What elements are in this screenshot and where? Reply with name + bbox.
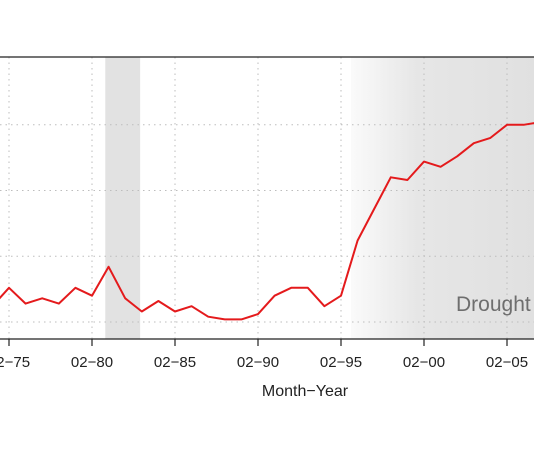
x-tick-label: 02−00 bbox=[403, 354, 445, 371]
x-axis-ticks bbox=[8, 339, 508, 346]
x-axis-tick-labels: 02−75 02−80 02−85 02−90 02−95 02−00 02−05 bbox=[0, 354, 528, 371]
grid-lines bbox=[0, 57, 534, 339]
shaded-region-2 bbox=[350, 57, 534, 339]
x-tick-label: 02−90 bbox=[237, 354, 279, 371]
x-tick-label: 02−05 bbox=[486, 354, 528, 371]
annotations: Drought bbox=[456, 293, 531, 316]
x-axis-title: Month−Year bbox=[262, 383, 349, 400]
x-tick-label: 02−75 bbox=[0, 354, 30, 371]
series-layer bbox=[0, 122, 534, 321]
x-tick-label: 02−80 bbox=[71, 354, 113, 371]
series-line-1 bbox=[0, 122, 534, 321]
shaded-regions bbox=[105, 57, 534, 339]
x-tick-label: 02−85 bbox=[154, 354, 196, 371]
drought-label: Drought bbox=[456, 293, 531, 316]
shaded-region-1 bbox=[105, 57, 141, 339]
plot-frame bbox=[0, 56, 534, 340]
x-tick-label: 02−95 bbox=[320, 354, 362, 371]
